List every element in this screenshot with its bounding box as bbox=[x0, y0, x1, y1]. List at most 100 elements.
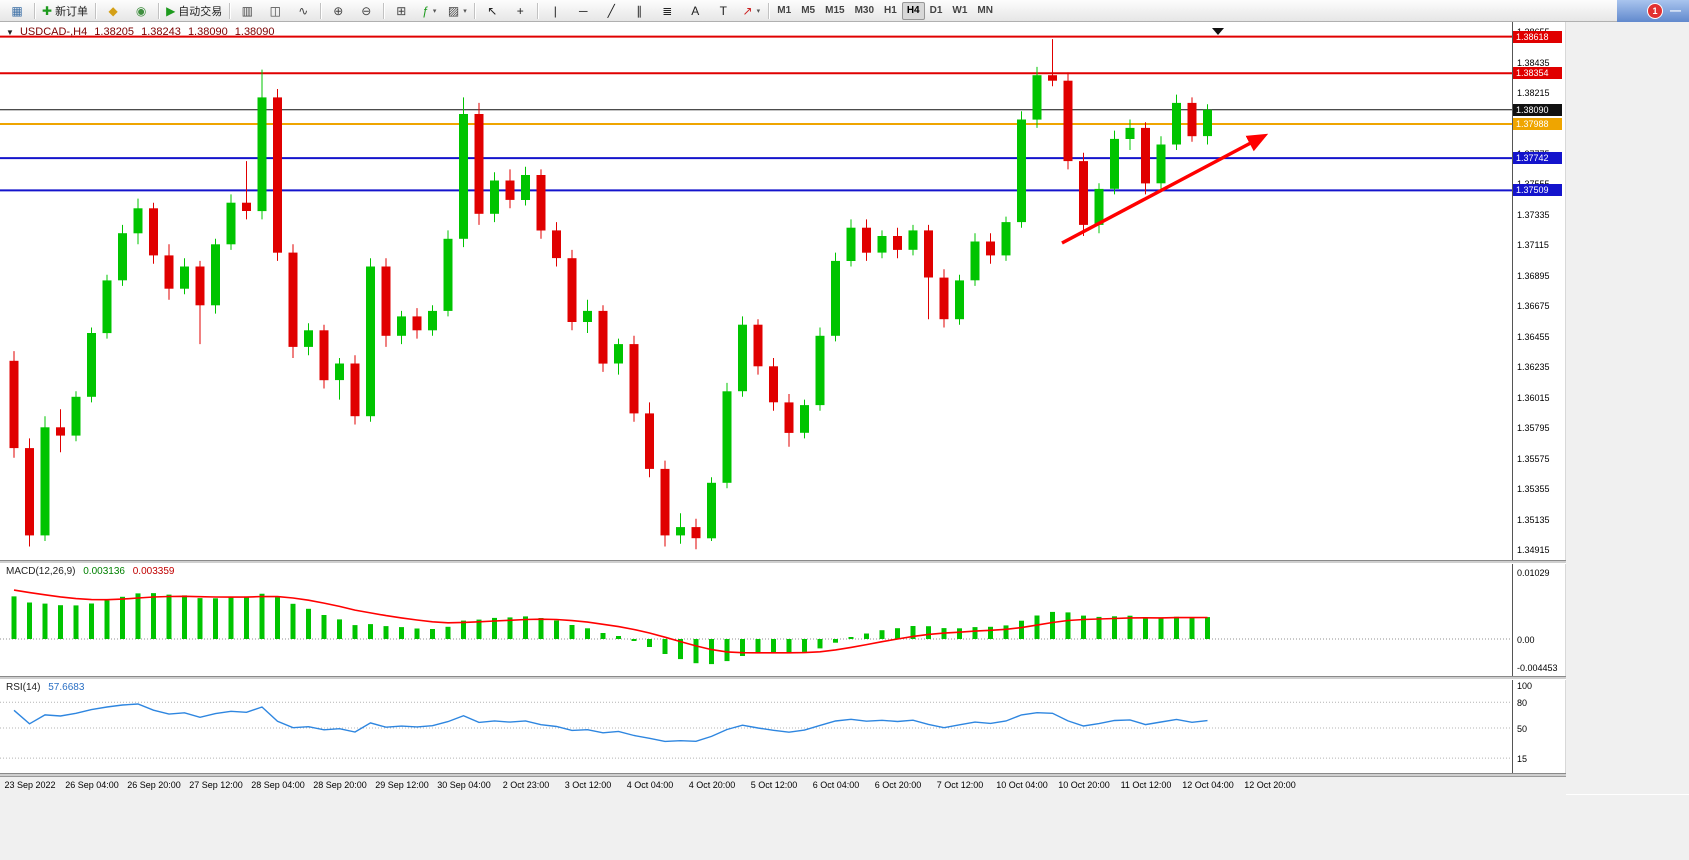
time-tick: 4 Oct 04:00 bbox=[626, 780, 674, 790]
right-filler-panel bbox=[1565, 22, 1689, 860]
templates-button[interactable]: ▨ ▾ bbox=[443, 1, 471, 21]
candle-body bbox=[1110, 138, 1119, 189]
toolbar-separator bbox=[768, 2, 770, 19]
time-tick: 27 Sep 12:00 bbox=[189, 780, 243, 790]
candle-body bbox=[598, 310, 608, 364]
trend-arrow[interactable] bbox=[1061, 133, 1269, 245]
candlestick-chart-button[interactable]: ◫ bbox=[261, 1, 289, 21]
profiles-button[interactable]: ◆ bbox=[99, 1, 127, 21]
zoom-out-button[interactable]: ⊖ bbox=[352, 1, 380, 21]
macd-header: MACD(12,26,9) 0.003136 0.003359 bbox=[6, 566, 174, 577]
line-chart-icon: ∿ bbox=[298, 3, 309, 18]
notifications-badge[interactable]: 1 bbox=[1647, 3, 1663, 19]
time-scale[interactable]: 23 Sep 2022 26 Sep 04:00 26 Sep 20:00 27 Se… bbox=[0, 776, 1566, 795]
zoom-in-button[interactable]: ⊕ bbox=[324, 1, 352, 21]
timeframe-button-h1[interactable]: H1 bbox=[884, 5, 897, 16]
tile-windows-button[interactable]: ⊞ bbox=[387, 1, 415, 21]
rsi-line bbox=[13, 703, 1208, 743]
autotrading-button[interactable]: ▶ 自动交易 bbox=[162, 1, 226, 21]
candle-body bbox=[722, 391, 732, 483]
timeframe-button-w1[interactable]: W1 bbox=[952, 5, 968, 16]
main-toolbar: ▦ ✚ 新订单 ◆ ◉ ▶ 自动交易 ▥ ◫ ∿ ⊕ ⊖ ⊞ ƒ ▾ ▨ ▾ ↖ + | ─ ╱ ∥ ≣ A T ↗ ▾ M1 M5 M15… bbox=[0, 0, 1689, 22]
rsi-scale-tick: 50 bbox=[1517, 724, 1528, 734]
candle-body bbox=[443, 238, 453, 311]
price-tick: 1.37115 bbox=[1517, 240, 1549, 250]
rsi-value: 57.6683 bbox=[48, 682, 85, 693]
horizontal-line-icon: ─ bbox=[579, 3, 588, 18]
time-tick: 2 Oct 23:00 bbox=[502, 780, 550, 790]
price-tick: 1.38435 bbox=[1517, 58, 1550, 68]
fibonacci-button[interactable]: ≣ bbox=[653, 1, 681, 21]
candle-body bbox=[56, 427, 65, 436]
collapse-triangle-icon[interactable]: ▼ bbox=[6, 28, 14, 37]
candle-body bbox=[970, 241, 980, 281]
candle-body bbox=[1063, 80, 1073, 162]
timeframe-button-mn[interactable]: MN bbox=[977, 5, 993, 16]
candle-body bbox=[335, 363, 344, 381]
channel-button[interactable]: ∥ bbox=[625, 1, 653, 21]
ohlc-open: 1.38205 bbox=[94, 26, 135, 38]
candle-body bbox=[691, 527, 701, 539]
crosshair-button[interactable]: + bbox=[506, 1, 534, 21]
chart-shift-marker[interactable] bbox=[1212, 28, 1224, 35]
trendline-button[interactable]: ╱ bbox=[597, 1, 625, 21]
arrows-tool-button[interactable]: ↗ ▾ bbox=[737, 1, 765, 21]
panel-divider[interactable] bbox=[0, 560, 1566, 564]
indicators-button[interactable]: ƒ ▾ bbox=[415, 1, 443, 21]
cursor-button[interactable]: ↖ bbox=[478, 1, 506, 21]
bar-chart-icon: ▥ bbox=[241, 3, 253, 18]
new-order-button[interactable]: ✚ 新订单 bbox=[38, 1, 92, 21]
ohlc-close: 1.38090 bbox=[234, 26, 275, 38]
candle-body bbox=[1079, 161, 1088, 225]
candle-body bbox=[366, 266, 375, 417]
chevron-down-icon: ▾ bbox=[756, 7, 761, 15]
new-chart-button[interactable]: ▦ bbox=[3, 1, 31, 21]
candle-body bbox=[1203, 109, 1212, 137]
line-chart-button[interactable]: ∿ bbox=[289, 1, 317, 21]
candle-body bbox=[242, 202, 251, 211]
toolbar-separator bbox=[320, 2, 322, 19]
timeframe-button-h4[interactable]: H4 bbox=[901, 1, 925, 20]
window-corner: 1 — bbox=[1617, 0, 1689, 22]
chart-title: ▼ USDCAD-,H4 1.38205 1.38243 1.38090 1.3… bbox=[6, 26, 279, 38]
candle-body bbox=[924, 230, 933, 278]
candle-body bbox=[769, 366, 778, 403]
text-label-button[interactable]: T bbox=[709, 1, 737, 21]
timeframe-button-d1[interactable]: D1 bbox=[929, 5, 943, 16]
timeframe-button-m15[interactable]: M15 bbox=[825, 5, 845, 16]
timeframe-button-m1[interactable]: M1 bbox=[777, 5, 792, 16]
macd-value: 0.003136 bbox=[83, 566, 125, 577]
time-tick: 12 Oct 20:00 bbox=[1244, 780, 1296, 790]
price-tick: 1.36675 bbox=[1517, 301, 1550, 311]
candle-body bbox=[552, 230, 561, 259]
price-tick: 1.35795 bbox=[1517, 423, 1550, 433]
candle-body bbox=[660, 468, 670, 536]
timeframe-button-m30[interactable]: M30 bbox=[854, 5, 875, 16]
channel-icon: ∥ bbox=[636, 3, 643, 18]
chart-plot[interactable] bbox=[0, 22, 1566, 776]
vertical-line-icon: | bbox=[553, 3, 557, 18]
time-tick: 6 Oct 20:00 bbox=[874, 780, 922, 790]
toolbar-separator bbox=[229, 2, 231, 19]
price-badge-1.38618: 1.38618 bbox=[1513, 31, 1562, 43]
text-button[interactable]: A bbox=[681, 1, 709, 21]
candle-body bbox=[939, 277, 949, 320]
ohlc-low: 1.38090 bbox=[187, 26, 228, 38]
price-tick: 1.36455 bbox=[1517, 332, 1550, 342]
vertical-line-button[interactable]: | bbox=[541, 1, 569, 21]
minimize-icon[interactable]: — bbox=[1670, 4, 1681, 17]
time-tick: 12 Oct 04:00 bbox=[1182, 780, 1234, 790]
bar-chart-button[interactable]: ▥ bbox=[233, 1, 261, 21]
panel-divider[interactable] bbox=[0, 676, 1566, 680]
market-watch-button[interactable]: ◉ bbox=[127, 1, 155, 21]
ohlc-high: 1.38243 bbox=[141, 26, 181, 38]
timeframe-button-m5[interactable]: M5 bbox=[801, 5, 816, 16]
candle-body bbox=[180, 266, 189, 289]
horizontal-line-button[interactable]: ─ bbox=[569, 1, 597, 21]
candle-body bbox=[815, 335, 825, 406]
price-tick: 1.38215 bbox=[1517, 88, 1550, 98]
candle-body bbox=[149, 208, 158, 256]
candle-body bbox=[614, 344, 623, 364]
candle-body bbox=[784, 402, 794, 433]
time-tick: 30 Sep 04:00 bbox=[437, 780, 491, 790]
